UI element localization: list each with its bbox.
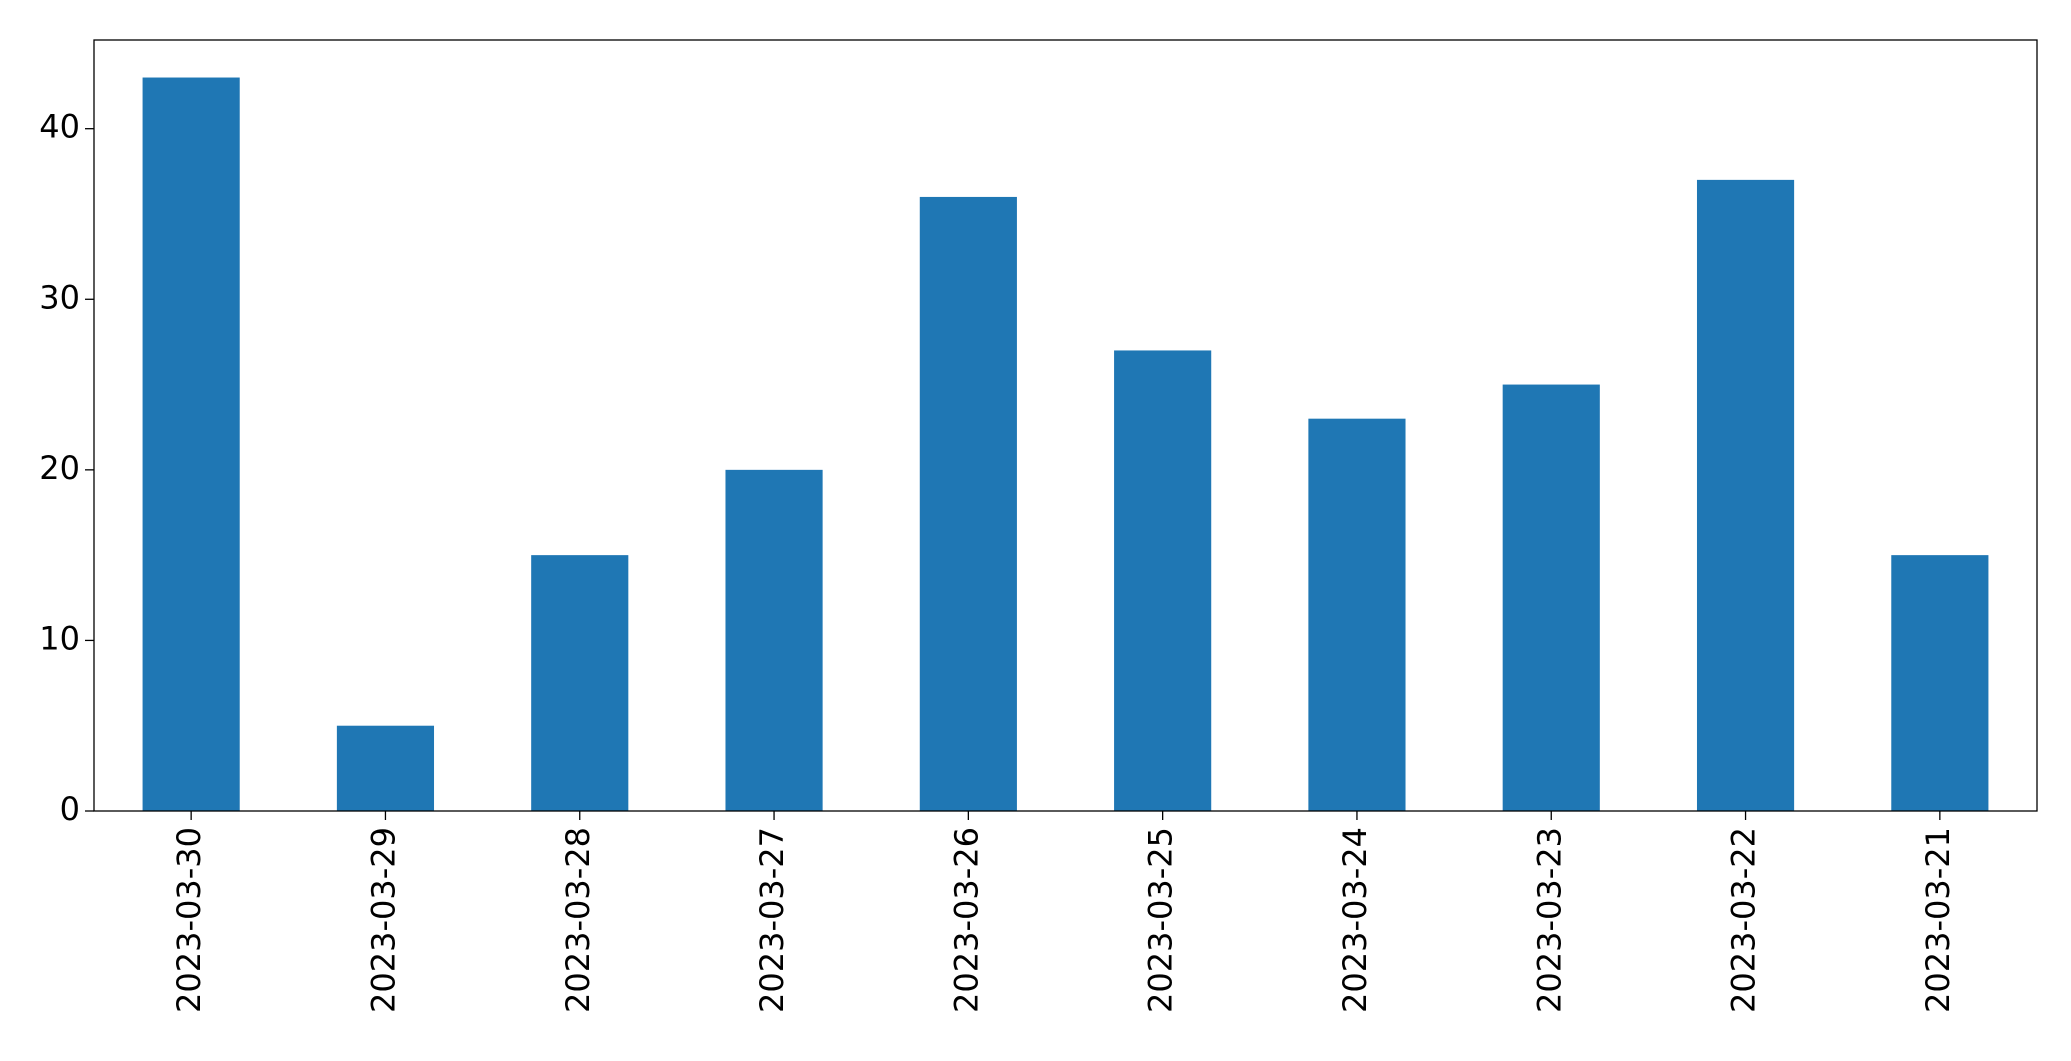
x-tick-label: 2023-03-25 xyxy=(1142,827,1180,1013)
bar xyxy=(1308,418,1406,811)
bar xyxy=(1891,555,1989,811)
x-tick-label: 2023-03-23 xyxy=(1530,827,1568,1013)
x-tick-label: 2023-03-30 xyxy=(170,827,208,1013)
x-tick-label: 2023-03-24 xyxy=(1336,827,1374,1013)
bar xyxy=(142,77,240,811)
x-tick-label: 2023-03-21 xyxy=(1919,827,1957,1013)
y-tick-label: 40 xyxy=(39,108,80,146)
x-tick-label: 2023-03-28 xyxy=(559,827,597,1013)
axes-frame xyxy=(93,39,2038,812)
y-tick-label: 0 xyxy=(60,790,80,828)
bar xyxy=(1696,179,1795,811)
bar xyxy=(1502,384,1600,811)
bar xyxy=(1114,350,1212,811)
x-tick-label: 2023-03-26 xyxy=(947,827,985,1013)
y-tick-label: 20 xyxy=(39,449,80,487)
x-tick-label: 2023-03-29 xyxy=(364,827,402,1013)
x-tick-label: 2023-03-22 xyxy=(1725,827,1763,1013)
bar xyxy=(919,196,1017,811)
bar xyxy=(336,725,435,811)
bar xyxy=(725,469,823,811)
y-tick-label: 10 xyxy=(39,619,80,657)
y-tick-label: 30 xyxy=(39,278,80,316)
x-tick-label: 2023-03-27 xyxy=(753,827,791,1013)
bar xyxy=(531,555,629,811)
